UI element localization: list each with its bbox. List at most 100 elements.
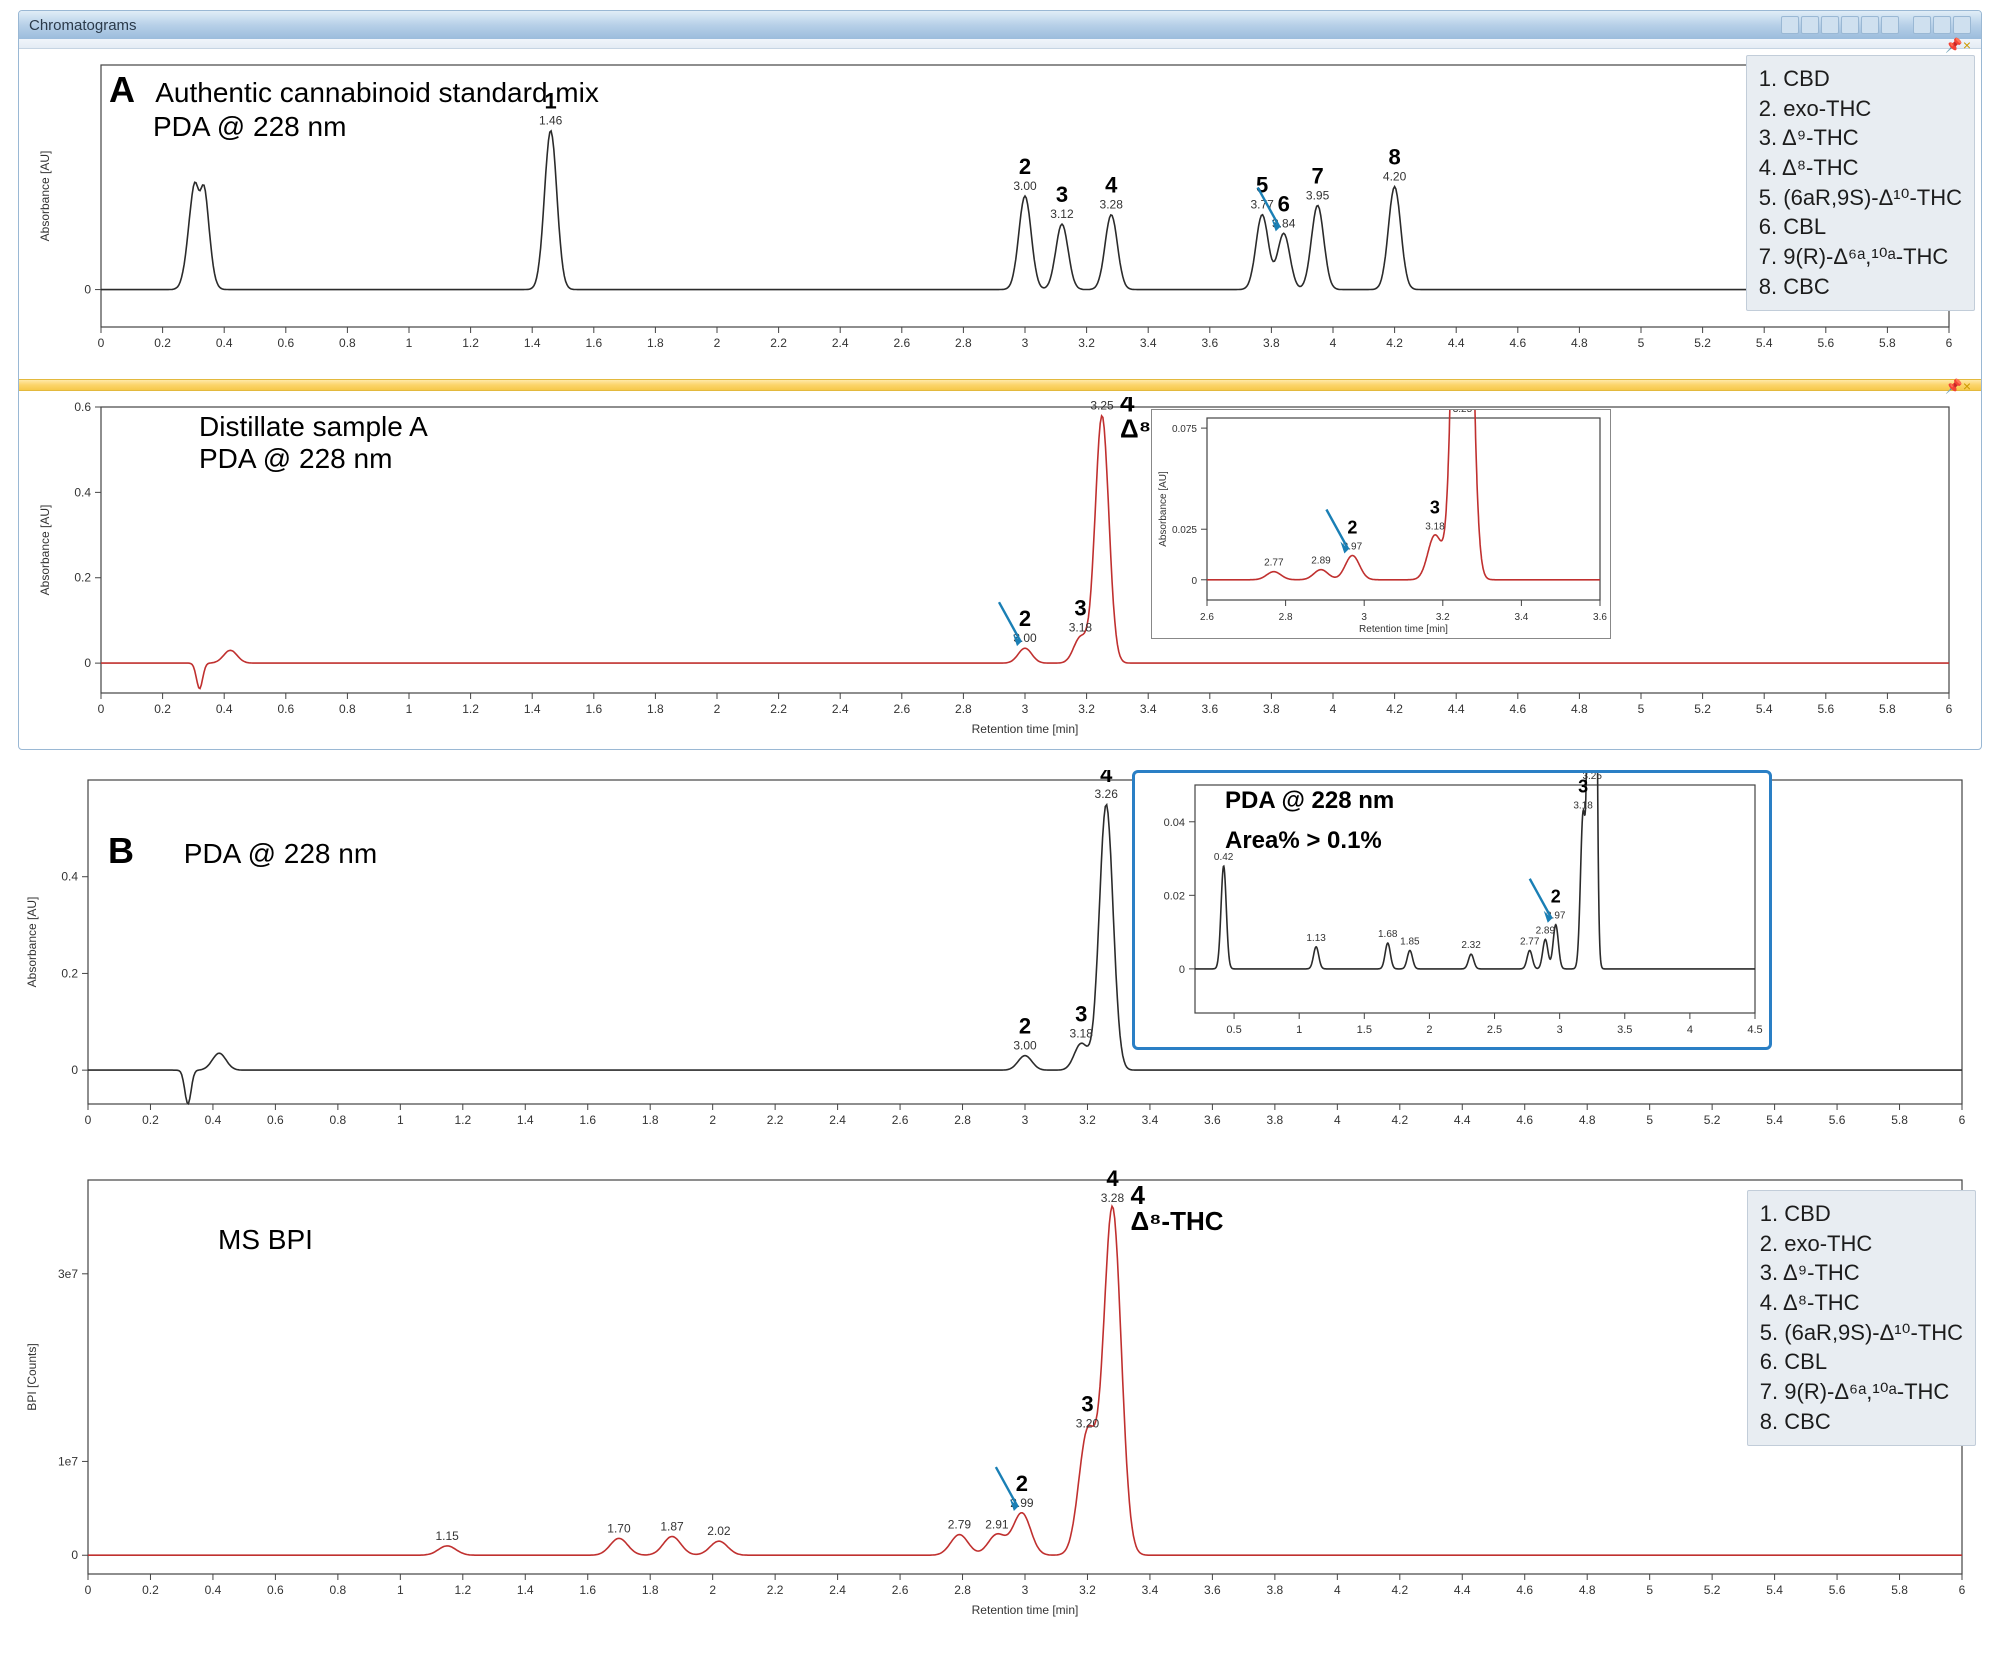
svg-text:0.2: 0.2: [142, 1583, 159, 1597]
svg-text:2.77: 2.77: [1520, 936, 1540, 947]
minimize-icon[interactable]: [1913, 16, 1931, 34]
legend-item: 8. CBC: [1759, 272, 1962, 302]
panel-letter: B: [108, 830, 134, 871]
tool-icon[interactable]: [1801, 16, 1819, 34]
svg-text:4: 4: [1687, 1024, 1693, 1036]
legend-item: 7. 9(R)-Δ⁶ᵃ,¹⁰ᵃ-THC: [1760, 1377, 1963, 1407]
svg-text:3: 3: [1557, 1024, 1563, 1036]
svg-text:Absorbance [AU]: Absorbance [AU]: [1158, 471, 1169, 547]
svg-text:4.6: 4.6: [1509, 702, 1526, 716]
svg-text:2: 2: [1347, 518, 1357, 538]
svg-text:5.2: 5.2: [1694, 336, 1711, 350]
svg-text:3.6: 3.6: [1204, 1583, 1221, 1597]
svg-text:4: 4: [1105, 173, 1118, 198]
svg-text:2.4: 2.4: [832, 702, 849, 716]
tool-icon[interactable]: [1841, 16, 1859, 34]
svg-text:0: 0: [71, 1063, 78, 1077]
svg-text:0: 0: [98, 702, 105, 716]
svg-text:1.2: 1.2: [454, 1583, 471, 1597]
svg-text:4.8: 4.8: [1579, 1583, 1596, 1597]
svg-text:0: 0: [1179, 964, 1185, 976]
svg-text:4.2: 4.2: [1386, 702, 1403, 716]
svg-text:6: 6: [1959, 1583, 1966, 1597]
svg-text:3.12: 3.12: [1050, 207, 1074, 221]
svg-text:0: 0: [85, 1583, 92, 1597]
svg-text:5.8: 5.8: [1891, 1113, 1908, 1127]
svg-text:0.2: 0.2: [61, 966, 78, 980]
svg-text:0.025: 0.025: [1172, 525, 1197, 536]
svg-text:2.6: 2.6: [892, 1113, 909, 1127]
svg-text:2: 2: [1551, 887, 1561, 907]
svg-text:3.00: 3.00: [1013, 179, 1037, 193]
svg-text:1.85: 1.85: [1400, 936, 1420, 947]
tool-icon[interactable]: [1881, 16, 1899, 34]
svg-text:4.4: 4.4: [1454, 1113, 1471, 1127]
chromatogram-window: Chromatograms 📌× 00.20.40.60.811.21.41.6…: [18, 10, 1982, 750]
svg-text:2: 2: [709, 1113, 716, 1127]
svg-text:2.02: 2.02: [707, 1524, 731, 1538]
legend-item: 4. Δ⁸-THC: [1760, 1288, 1963, 1318]
legend-item: 5. (6aR,9S)-Δ¹⁰-THC: [1760, 1318, 1963, 1348]
svg-text:3.28: 3.28: [1101, 1191, 1125, 1205]
svg-text:1.6: 1.6: [585, 702, 602, 716]
svg-text:3.4: 3.4: [1142, 1583, 1159, 1597]
svg-text:4: 4: [1106, 1170, 1119, 1191]
svg-text:4.4: 4.4: [1448, 336, 1465, 350]
svg-text:4.5: 4.5: [1747, 1024, 1762, 1036]
svg-text:3.25: 3.25: [1582, 773, 1602, 782]
svg-text:5.4: 5.4: [1766, 1583, 1783, 1597]
svg-text:2: 2: [714, 702, 721, 716]
svg-text:3.25: 3.25: [1453, 410, 1473, 415]
panel-letter: A: [109, 69, 135, 110]
svg-text:3.2: 3.2: [1078, 702, 1095, 716]
svg-text:5.8: 5.8: [1879, 702, 1896, 716]
svg-text:2.6: 2.6: [892, 1583, 909, 1597]
svg-text:0.4: 0.4: [205, 1583, 222, 1597]
svg-text:2.2: 2.2: [770, 336, 787, 350]
inset-subtitle: Area% > 0.1%: [1225, 827, 1382, 855]
svg-text:Retention time [min]: Retention time [min]: [972, 1603, 1079, 1617]
svg-text:0.8: 0.8: [330, 1583, 347, 1597]
svg-text:4.6: 4.6: [1509, 336, 1526, 350]
tool-icon[interactable]: [1821, 16, 1839, 34]
svg-text:3.5: 3.5: [1617, 1024, 1632, 1036]
svg-text:1.4: 1.4: [517, 1583, 534, 1597]
tool-icon[interactable]: [1781, 16, 1799, 34]
svg-text:3.18: 3.18: [1573, 800, 1593, 811]
svg-text:1.5: 1.5: [1357, 1024, 1372, 1036]
svg-text:1.8: 1.8: [642, 1113, 659, 1127]
svg-text:0.2: 0.2: [154, 336, 171, 350]
close-icon[interactable]: [1953, 16, 1971, 34]
legend-item: 1. CBD: [1759, 64, 1962, 94]
svg-text:1.70: 1.70: [607, 1521, 631, 1535]
svg-text:7: 7: [1311, 163, 1323, 188]
svg-text:2.91: 2.91: [985, 1518, 1009, 1532]
tool-icon[interactable]: [1861, 16, 1879, 34]
svg-text:2.5: 2.5: [1487, 1024, 1502, 1036]
svg-text:3.95: 3.95: [1306, 188, 1330, 202]
svg-text:2.8: 2.8: [954, 1113, 971, 1127]
svg-text:4: 4: [1334, 1583, 1341, 1597]
svg-text:0.4: 0.4: [205, 1113, 222, 1127]
svg-text:4.2: 4.2: [1391, 1113, 1408, 1127]
svg-text:3.18: 3.18: [1425, 521, 1445, 532]
maximize-icon[interactable]: [1933, 16, 1951, 34]
svg-text:2: 2: [1019, 606, 1031, 631]
svg-text:3.6: 3.6: [1593, 612, 1607, 623]
svg-text:1.2: 1.2: [462, 702, 479, 716]
svg-text:8: 8: [1388, 145, 1400, 170]
svg-text:0.075: 0.075: [1172, 424, 1197, 435]
window-titlebar[interactable]: Chromatograms: [19, 11, 1981, 39]
panelA1: 00.20.40.60.811.21.41.61.822.22.42.62.83…: [19, 49, 1981, 379]
svg-text:3: 3: [1022, 1113, 1029, 1127]
svg-text:2: 2: [1426, 1024, 1432, 1036]
panel-title-line1: PDA @ 228 nm: [184, 838, 377, 869]
svg-text:4.8: 4.8: [1579, 1113, 1596, 1127]
svg-text:BPI [Counts]: BPI [Counts]: [25, 1343, 39, 1410]
svg-text:4.4: 4.4: [1454, 1583, 1471, 1597]
svg-text:3: 3: [1022, 702, 1029, 716]
chromatogram-chart: 2.62.833.23.43.600.0250.075Absorbance [A…: [1152, 410, 1610, 638]
svg-text:4.6: 4.6: [1516, 1583, 1533, 1597]
svg-text:0: 0: [84, 283, 91, 297]
svg-text:2.4: 2.4: [829, 1113, 846, 1127]
